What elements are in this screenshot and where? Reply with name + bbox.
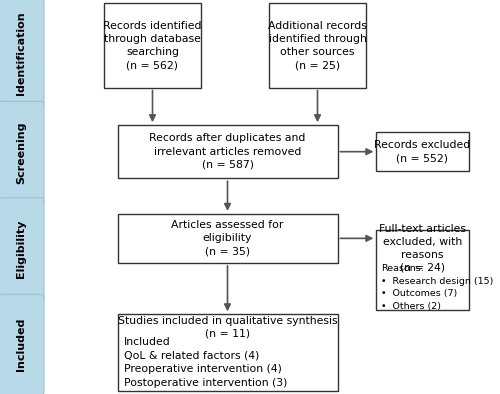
FancyBboxPatch shape [0, 101, 44, 204]
Bar [118, 314, 338, 391]
FancyBboxPatch shape [0, 0, 44, 108]
FancyBboxPatch shape [0, 294, 44, 394]
Text: Articles assessed for
eligibility
(n = 35): Articles assessed for eligibility (n = 3… [172, 220, 283, 256]
FancyBboxPatch shape [0, 198, 44, 301]
Text: Records after duplicates and
irrelevant articles removed
(n = 587): Records after duplicates and irrelevant … [150, 134, 306, 170]
Bar [104, 3, 201, 88]
Text: Included
QoL & related factors (4)
Preoperative intervention (4)
Postoperative i: Included QoL & related factors (4) Preop… [124, 337, 287, 388]
Text: Included: Included [16, 318, 26, 372]
Text: Identification: Identification [16, 11, 26, 95]
Bar [376, 229, 469, 310]
Text: Full-text articles
excluded, with
reasons
(n = 24): Full-text articles excluded, with reason… [379, 224, 466, 272]
Text: Additional records
identified through
other sources
(n = 25): Additional records identified through ot… [268, 20, 367, 70]
Bar [118, 214, 338, 263]
Text: Reasons:
•  Research design (15)
•  Outcomes (7)
•  Others (2): Reasons: • Research design (15) • Outcom… [382, 264, 494, 311]
Text: Records excluded
(n = 552): Records excluded (n = 552) [374, 140, 470, 163]
Bar [269, 3, 366, 88]
Bar [376, 132, 469, 171]
Text: Screening: Screening [16, 121, 26, 184]
Text: Records identified
through database
searching
(n = 562): Records identified through database sear… [104, 20, 202, 70]
Bar [118, 125, 338, 178]
Text: Eligibility: Eligibility [16, 220, 26, 279]
Text: Studies included in qualitative synthesis
(n = 11): Studies included in qualitative synthesi… [118, 316, 338, 338]
